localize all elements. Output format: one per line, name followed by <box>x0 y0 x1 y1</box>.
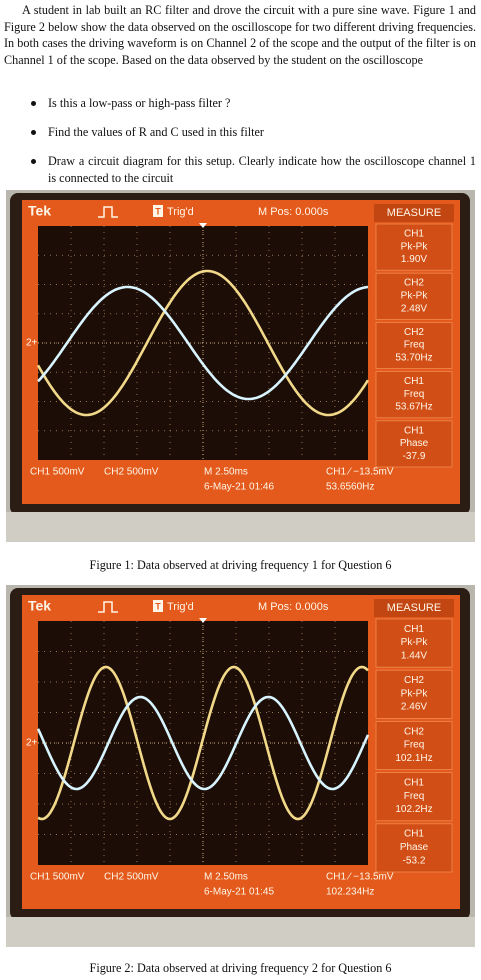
measure-label: Freq <box>404 389 425 400</box>
measure-channel: CH2 <box>404 675 424 686</box>
brand: Tek <box>28 598 51 614</box>
trigger-level: CH1 ∕ −13.5mV <box>326 872 394 883</box>
ch1-scale: CH1 500mV <box>30 467 85 478</box>
figure-image: Tek T Trig'd M Pos: 0.000s 2+ MEASURE CH1 Pk-Pk… <box>6 585 475 947</box>
trigger-position-marker <box>199 223 207 228</box>
measure-box <box>375 669 453 719</box>
measure-box <box>375 371 453 419</box>
measure-label: Pk-Pk <box>401 241 429 252</box>
horizontal-position: M Pos: 0.000s <box>258 206 329 218</box>
ch2-trace <box>36 269 370 417</box>
measure-label: Freq <box>404 740 425 751</box>
measure-box <box>375 823 453 873</box>
measure-label: Freq <box>404 791 425 802</box>
measure-channel: CH1 <box>404 829 424 840</box>
measure-value: 102.1Hz <box>395 753 432 764</box>
measure-value: 102.2Hz <box>395 804 432 815</box>
measure-value: 53.70Hz <box>395 352 432 363</box>
measure-header <box>374 204 454 222</box>
measure-value: -53.2 <box>403 855 426 866</box>
brand: Tek <box>28 203 51 219</box>
measure-channel: CH1 <box>404 624 424 635</box>
figure-caption: Figure 2: Data observed at driving frequ… <box>89 961 392 975</box>
ground-marker: 2+ <box>26 338 38 349</box>
timebase: M 2.50ms <box>204 872 248 883</box>
measure-box <box>375 223 453 271</box>
measure-box <box>375 272 453 320</box>
date-time: 6-May-21 01:45 <box>204 887 274 898</box>
measure-box <box>375 420 453 468</box>
trigger-frequency: 102.234Hz <box>326 887 374 898</box>
trigger-icon-label: T <box>155 601 161 611</box>
intro-text: A student in lab built an RC filter and … <box>4 3 476 67</box>
horizontal-position: M Pos: 0.000s <box>258 601 329 613</box>
bezel-lower <box>6 917 475 947</box>
trigger-box <box>153 205 163 217</box>
measure-value: -37.9 <box>403 451 426 462</box>
measure-channel: CH1 <box>404 777 424 788</box>
figure-caption: Figure 1: Data observed at driving frequ… <box>89 558 392 572</box>
trigger-icon-label: T <box>155 206 161 216</box>
ch2-trace <box>37 665 369 821</box>
question: Draw a circuit diagram for this setup. C… <box>31 154 476 185</box>
trigger-status: Trig'd <box>167 601 194 613</box>
measure-value: 53.67Hz <box>395 402 432 413</box>
ch2-scale: CH2 500mV <box>104 872 159 883</box>
measure-channel: CH2 <box>404 278 424 289</box>
measure-value: 1.90V <box>401 254 427 265</box>
measure-box <box>375 321 453 369</box>
question: Is this a low-pass or high-pass filter ? <box>31 95 476 112</box>
trigger-position-marker <box>199 618 207 623</box>
measure-title: MEASURE <box>387 207 441 219</box>
trigger-icon <box>98 601 118 613</box>
measure-channel: CH2 <box>404 327 424 338</box>
measure-header <box>374 599 454 617</box>
ch1-trace <box>36 695 370 791</box>
measure-label: Freq <box>404 340 425 351</box>
measure-value: 1.44V <box>401 651 427 662</box>
figure-image: Tek T Trig'd M Pos: 0.000s 2+ MEASURE CH1 Pk-Pk… <box>6 190 475 542</box>
ch1-scale: CH1 500mV <box>30 872 85 883</box>
ground-marker: 2+ <box>26 738 38 749</box>
question: Find the values of R and C used in this … <box>31 124 476 141</box>
ch1-trace <box>37 285 369 401</box>
measure-channel: CH2 <box>404 726 424 737</box>
measure-box <box>375 618 453 668</box>
measure-title: MEASURE <box>387 602 441 614</box>
measure-label: Phase <box>400 842 429 853</box>
ch2-scale: CH2 500mV <box>104 467 159 478</box>
measure-box <box>375 720 453 770</box>
measure-channel: CH1 <box>404 228 424 239</box>
trigger-box <box>153 600 163 612</box>
trigger-frequency: 53.6560Hz <box>326 482 374 493</box>
bezel-lower <box>6 512 475 542</box>
measure-label: Pk-Pk <box>401 688 429 699</box>
measure-box <box>375 772 453 822</box>
trigger-icon <box>98 206 118 218</box>
measure-label: Pk-Pk <box>401 637 429 648</box>
measure-value: 2.46V <box>401 702 427 713</box>
measure-value: 2.48V <box>401 303 427 314</box>
trigger-status: Trig'd <box>167 206 194 218</box>
measure-channel: CH1 <box>404 376 424 387</box>
date-time: 6-May-21 01:46 <box>204 482 274 493</box>
measure-label: Pk-Pk <box>401 290 429 301</box>
trigger-level: CH1 ∕ −13.5mV <box>326 467 394 478</box>
measure-label: Phase <box>400 438 429 449</box>
timebase: M 2.50ms <box>204 467 248 478</box>
measure-channel: CH1 <box>404 425 424 436</box>
